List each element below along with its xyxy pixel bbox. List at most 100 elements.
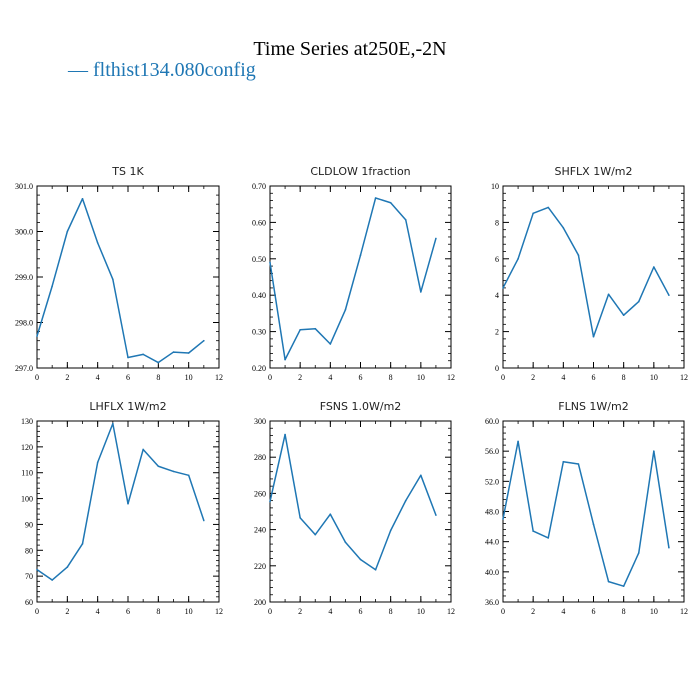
y-tick-label: 44.0 <box>485 538 499 547</box>
series-line <box>269 197 437 361</box>
data-point <box>203 339 205 342</box>
series-line <box>36 422 205 581</box>
y-tick-label: 52.0 <box>485 477 499 486</box>
x-tick-label: 4 <box>96 607 100 616</box>
x-tick-label: 4 <box>328 607 332 616</box>
data-point <box>284 358 286 361</box>
panel-6: FLNS 1W/m2 0 2 4 6 8 10 12 36.0 40.0 44.0 48.0 52.0 5… <box>485 400 688 616</box>
panel-title: TS 1K <box>111 165 144 178</box>
x-tick-label: 0 <box>268 607 272 616</box>
data-point <box>203 519 205 522</box>
x-tick-label: 2 <box>298 607 302 616</box>
x-tick-label: 8 <box>156 373 160 382</box>
x-tick-label: 4 <box>561 607 565 616</box>
data-point <box>389 529 392 532</box>
y-tick-label: 0 <box>495 364 499 373</box>
y-tick-label: 110 <box>21 469 33 478</box>
y-tick-label: 240 <box>254 526 266 535</box>
series-line <box>269 433 437 571</box>
y-tick-label: 0.20 <box>252 364 266 373</box>
data-point <box>66 230 69 233</box>
y-tick-label: 0.70 <box>252 182 266 191</box>
y-tick-label: 0.40 <box>252 291 266 300</box>
data-point <box>127 502 129 505</box>
series-line <box>502 206 670 338</box>
y-tick-label: 2 <box>495 328 499 337</box>
data-point <box>435 237 437 240</box>
x-tick-label: 6 <box>359 607 363 616</box>
x-tick-label: 10 <box>417 607 425 616</box>
y-tick-label: 298.0 <box>15 319 33 328</box>
panel-1: TS 1K 0 2 4 6 8 10 12 297.0 298.0 299.0 300.0 301.0 <box>15 165 223 382</box>
data-point <box>668 294 670 297</box>
data-point <box>374 197 377 199</box>
y-tick-label: 90 <box>25 520 33 529</box>
data-point <box>142 353 144 356</box>
data-point <box>404 219 407 221</box>
data-point <box>607 293 610 296</box>
data-point <box>112 278 114 281</box>
data-point <box>653 266 655 268</box>
data-point <box>622 314 625 317</box>
series-line <box>36 197 205 364</box>
data-point <box>592 523 595 526</box>
y-tick-label: 300.0 <box>15 228 33 237</box>
data-point <box>127 356 129 359</box>
y-tick-label: 130 <box>21 417 33 426</box>
data-point <box>36 335 38 337</box>
data-point <box>577 254 580 256</box>
data-point <box>66 566 69 568</box>
data-point <box>96 242 99 244</box>
data-point <box>607 580 610 583</box>
x-tick-label: 0 <box>35 373 39 382</box>
x-tick-label: 4 <box>328 373 332 382</box>
y-tick-label: 260 <box>254 489 266 498</box>
data-point <box>172 470 175 473</box>
legend-label: — flthist134.080config <box>67 59 256 81</box>
x-tick-label: 0 <box>268 373 272 382</box>
y-tick-label: 299.0 <box>15 273 33 282</box>
data-point <box>269 261 271 264</box>
data-point <box>359 558 362 561</box>
x-tick-label: 12 <box>680 607 688 616</box>
data-point <box>344 308 347 311</box>
x-tick-label: 12 <box>447 373 455 382</box>
x-tick-label: 4 <box>561 373 565 382</box>
x-tick-label: 6 <box>126 607 130 616</box>
data-point <box>435 514 437 516</box>
data-point <box>622 585 625 587</box>
y-tick-label: 60 <box>25 598 33 607</box>
x-tick-label: 6 <box>126 373 130 382</box>
x-tick-label: 8 <box>156 607 160 616</box>
x-tick-label: 10 <box>185 607 193 616</box>
data-point <box>502 287 504 289</box>
y-tick-label: 60.0 <box>485 417 499 426</box>
panel-title: LHFLX 1W/m2 <box>89 400 166 413</box>
figure-title: Time Series at250E,-2N <box>253 38 446 60</box>
x-tick-label: 2 <box>65 373 69 382</box>
x-tick-label: 12 <box>215 373 223 382</box>
y-tick-label: 301.0 <box>15 182 33 191</box>
data-point <box>420 291 422 293</box>
data-point <box>374 568 377 571</box>
panel-2: CLDLOW 1fraction 0 2 4 6 8 10 12 0.20 0.30 0.40 0.5… <box>252 165 455 382</box>
data-point <box>653 450 655 452</box>
y-tick-label: 8 <box>495 218 499 227</box>
y-tick-label: 70 <box>25 572 33 581</box>
panel-title: SHFLX 1W/m2 <box>554 165 632 178</box>
data-point <box>517 440 519 443</box>
series-line <box>502 440 670 587</box>
x-tick-label: 12 <box>215 607 223 616</box>
panels-group: TS 1K 0 2 4 6 8 10 12 297.0 298.0 299.0 300.0 301.0 C… <box>15 165 688 616</box>
x-tick-label: 10 <box>650 373 658 382</box>
x-tick-label: 8 <box>622 607 626 616</box>
data-point <box>389 201 392 204</box>
x-tick-label: 8 <box>622 373 626 382</box>
panel-5: FSNS 1.0W/m2 0 2 4 6 8 10 12 200 220 240 260 280 300 <box>254 400 455 616</box>
data-point <box>562 227 565 229</box>
x-tick-label: 0 <box>501 607 505 616</box>
data-point <box>517 258 519 260</box>
data-point <box>172 351 175 353</box>
y-tick-label: 80 <box>25 546 33 555</box>
x-tick-label: 0 <box>35 607 39 616</box>
